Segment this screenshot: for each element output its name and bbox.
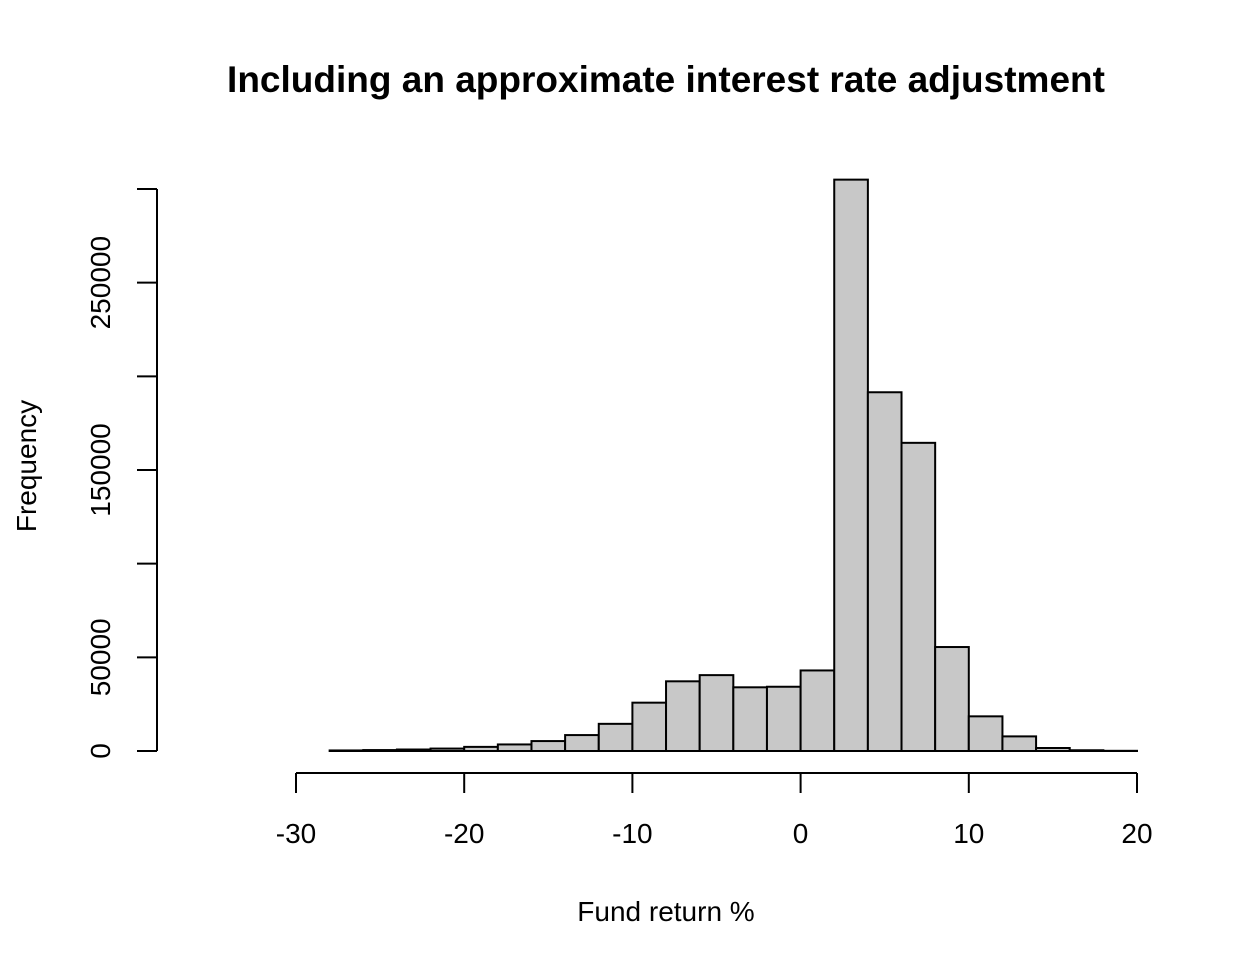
y-tick-label: 250000 bbox=[85, 236, 116, 329]
histogram-bar bbox=[934, 646, 970, 753]
histogram-bar bbox=[328, 749, 365, 752]
histogram-bar bbox=[1035, 747, 1071, 753]
histogram-bar bbox=[1068, 749, 1105, 753]
y-axis-label: Frequency bbox=[11, 400, 42, 532]
x-tick-label: -30 bbox=[276, 818, 316, 849]
histogram-bar bbox=[866, 391, 903, 752]
histogram-bar bbox=[967, 715, 1004, 752]
x-tick-label: 0 bbox=[793, 818, 809, 849]
histogram-bar bbox=[833, 178, 869, 752]
histogram-bar bbox=[564, 734, 600, 752]
y-tick-label: 0 bbox=[85, 743, 116, 759]
histogram-bar bbox=[463, 745, 499, 752]
x-tick-label: 20 bbox=[1121, 818, 1152, 849]
bars-group bbox=[328, 178, 1138, 753]
histogram-bar bbox=[698, 674, 735, 753]
x-tick-label: 10 bbox=[953, 818, 984, 849]
histogram-bar bbox=[496, 743, 533, 753]
chart-title: Including an approximate interest rate a… bbox=[227, 59, 1105, 100]
histogram-bar bbox=[395, 748, 432, 753]
histogram-bar bbox=[900, 441, 937, 752]
histogram-bar bbox=[530, 740, 567, 753]
y-axis: 0 50000 150000 250000 bbox=[85, 188, 158, 759]
x-tick-label: -20 bbox=[444, 818, 484, 849]
histogram-bar bbox=[631, 701, 668, 753]
histogram-bar bbox=[429, 747, 466, 752]
histogram-bar bbox=[765, 685, 802, 753]
y-tick-label: 150000 bbox=[85, 423, 116, 516]
y-tick-label: 50000 bbox=[85, 618, 116, 696]
x-axis: -30 -20 -10 0 10 20 bbox=[276, 772, 1153, 849]
histogram-bar bbox=[665, 680, 701, 753]
histogram-bar bbox=[597, 722, 634, 753]
histogram-bar bbox=[799, 669, 836, 752]
x-tick-label: -10 bbox=[612, 818, 652, 849]
histogram-bar bbox=[732, 686, 768, 752]
histogram-bar bbox=[1001, 735, 1038, 752]
histogram-bar bbox=[362, 749, 398, 753]
x-axis-label: Fund return % bbox=[577, 896, 754, 927]
